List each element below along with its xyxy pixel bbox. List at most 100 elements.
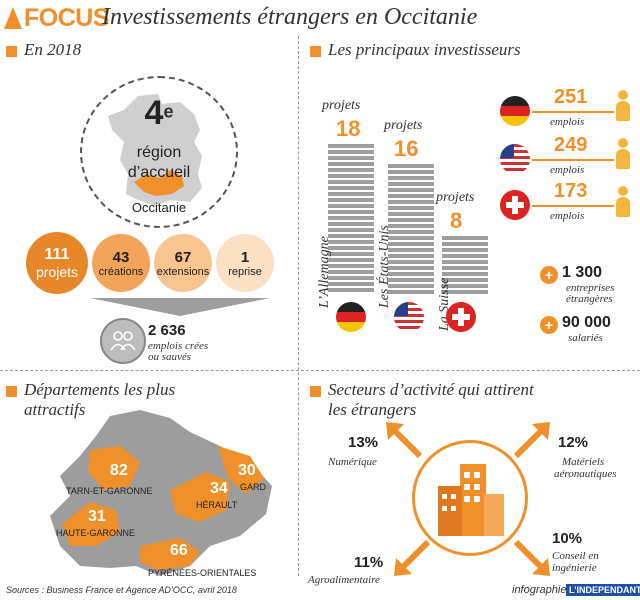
stat-extensions-label: extensions <box>156 265 210 278</box>
usa-bar <box>388 164 434 294</box>
jobs-usa-label: emplois <box>550 164 585 176</box>
germany-projets-value: 18 <box>336 116 361 141</box>
germany-projets-label: projets <box>322 98 361 113</box>
germany-flag-icon <box>336 302 366 332</box>
section-departements-title-1: Départements les plus <box>24 380 176 399</box>
germany-bar <box>328 144 374 294</box>
stat-extensions: 67 extensions <box>154 234 212 292</box>
footer-sources: Sources : Business France et Agence AD’O… <box>6 585 237 595</box>
sector-aero-label-1: Matériels <box>562 456 605 468</box>
stat-reprise: 1 reprise <box>216 234 274 292</box>
switzerland-flag-icon <box>446 302 476 332</box>
person-icon <box>616 186 630 217</box>
jobs-swiss-value: 173 <box>554 180 588 202</box>
jobs-germany-label: emplois <box>550 116 585 128</box>
dept-66-name: PYRÉNÉES-ORIENTALES <box>148 568 257 578</box>
section-departements: Départements les plus attractifs 82 TARN… <box>0 376 296 586</box>
dept-82-name: TARN-ET-GARONNE <box>66 486 153 496</box>
swiss-bar <box>442 236 488 294</box>
rank-text: 4e <box>82 94 236 133</box>
jobs-germany-line <box>532 111 614 113</box>
person-icon <box>616 90 630 121</box>
sector-numerique-pct: 13% <box>348 434 379 451</box>
section-secteurs-title-2: les étrangers <box>328 400 417 419</box>
header: FOCUS Investissements étrangers en Occit… <box>4 4 636 34</box>
jobs-value: 2 636 <box>148 322 186 339</box>
rank-sup: e <box>163 101 174 122</box>
arrow-numerique-icon <box>386 422 423 459</box>
usa-projets-label: projets <box>384 118 423 133</box>
jobs-usa-line <box>532 159 614 161</box>
section-departements-marker <box>6 386 17 397</box>
stat-creations: 43 créations <box>92 234 150 292</box>
sector-aero-pct: 12% <box>558 434 589 451</box>
jobs-usa-flag-icon <box>500 144 530 174</box>
swiss-projets-value: 8 <box>450 208 463 233</box>
dept-66-value: 66 <box>170 542 188 559</box>
funnel-shape <box>90 298 270 316</box>
jobs-label-2: ou sauvés <box>148 351 192 363</box>
jobs-swiss-flag-icon <box>500 190 530 220</box>
section-2018: En 2018 4e région d’accueil Occitanie 11… <box>0 40 296 370</box>
stat-projets-label: projets <box>35 264 79 280</box>
jobs-label-1: emplois crées <box>148 340 209 352</box>
usa-projets-value: 16 <box>394 136 419 161</box>
section-investors-title: Les principaux investisseurs <box>328 40 521 59</box>
employees-label: salariés <box>568 332 603 344</box>
usa-flag-icon <box>394 302 424 332</box>
region-name: Occitanie <box>131 200 187 215</box>
header-tag: FOCUS <box>24 4 110 32</box>
swiss-projets-label: projets <box>436 190 475 205</box>
section-investors-marker <box>310 46 321 57</box>
building-circle <box>412 440 528 556</box>
dept-34-value: 34 <box>210 480 228 497</box>
jobs-swiss-label: emplois <box>550 210 585 222</box>
plus-icon: + <box>540 316 558 334</box>
footer-brand-logo: L’INDEPENDANT <box>566 584 640 596</box>
stat-reprise-label: reprise <box>228 265 262 278</box>
usa-country-name: Les États-Unis <box>377 225 392 308</box>
arrow-conseil-icon <box>513 539 550 576</box>
rank-circle: 4e région d’accueil Occitanie <box>80 76 238 228</box>
companies-label-2: étrangères <box>566 293 613 305</box>
horizontal-divider <box>0 370 640 371</box>
arrow-agro-icon <box>394 539 431 576</box>
stat-creations-label: créations <box>98 265 144 278</box>
employees-value: 90 000 <box>562 314 611 331</box>
dept-82-value: 82 <box>110 462 128 479</box>
jobs-germany-value: 251 <box>554 86 588 108</box>
people-icon <box>100 318 146 364</box>
rank-line1: région <box>136 144 182 161</box>
sector-conseil-label-2: ingénierie <box>552 562 597 574</box>
companies-label-1: entreprises <box>566 282 615 294</box>
germany-country-name: L’Allemagne <box>317 236 332 308</box>
footer-credit: infographie <box>512 584 567 596</box>
section-secteurs-marker <box>310 386 321 397</box>
person-icon <box>616 138 630 169</box>
section-secteurs-title-1: Secteurs d’activité qui attirent <box>328 380 534 399</box>
sector-conseil-pct: 10% <box>552 530 583 547</box>
header-arrow-icon <box>4 7 22 29</box>
jobs-germany-flag-icon <box>500 96 530 126</box>
stat-extensions-value: 67 <box>174 248 192 266</box>
section-investors: Les principaux investisseurs projets 18 … <box>300 40 640 370</box>
sector-numerique-label: Numérique <box>328 456 377 468</box>
dept-31-name: HAUTE-GARONNE <box>56 528 136 538</box>
sector-conseil-label-1: Conseil en <box>552 550 599 562</box>
arrow-aero-icon <box>513 422 550 459</box>
sector-agro-label: Agroalimentaire <box>308 574 380 586</box>
stat-projets: 111 projets <box>26 232 88 294</box>
jobs-usa-value: 249 <box>554 134 588 156</box>
dept-30-name: GARD <box>240 482 267 492</box>
stat-creations-value: 43 <box>112 248 130 266</box>
people-glyph <box>110 331 136 351</box>
companies-value: 1 300 <box>562 264 603 281</box>
section-2018-title: En 2018 <box>24 40 82 59</box>
rank-number: 4 <box>144 94 164 132</box>
building-icon <box>438 464 504 536</box>
section-departements-title-2: attractifs <box>24 400 86 419</box>
dept-31-value: 31 <box>88 508 106 525</box>
sector-aero-label-2: aéronautiques <box>554 468 617 480</box>
dept-34-name: HÉRAULT <box>196 500 238 510</box>
jobs-swiss-line <box>532 205 614 207</box>
